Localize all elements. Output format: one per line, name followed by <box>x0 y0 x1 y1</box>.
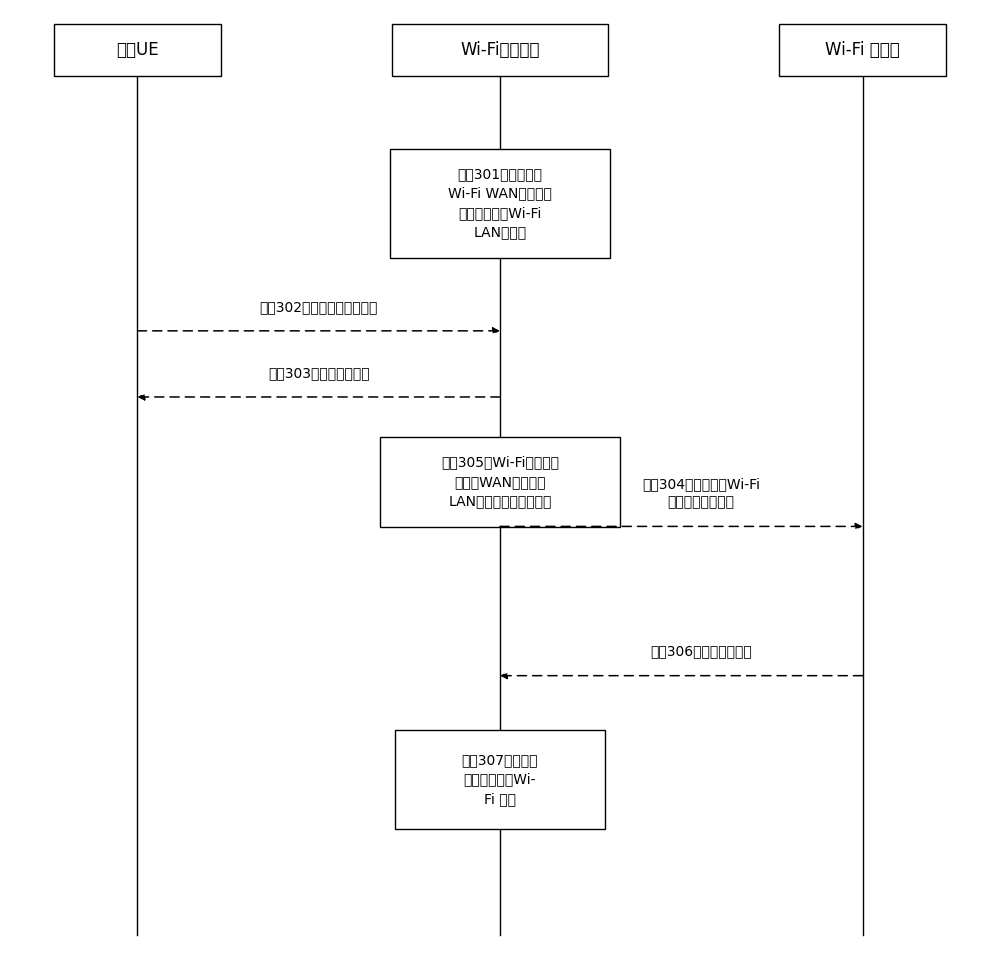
Bar <box>392 24 608 76</box>
Text: 步骤306，建立连接成功: 步骤306，建立连接成功 <box>650 645 752 658</box>
Bar <box>390 149 610 257</box>
Bar <box>380 437 620 527</box>
Text: 步骤307，记录本
次连接成功的Wi-
Fi 信道: 步骤307，记录本 次连接成功的Wi- Fi 信道 <box>462 753 538 806</box>
Bar <box>779 24 946 76</box>
Text: Wi-Fi 接入点: Wi-Fi 接入点 <box>825 40 900 59</box>
Text: 步骤305，Wi-Fi连接装置
检测其WAN侧信道与
LAN侧信道处于同一信道: 步骤305，Wi-Fi连接装置 检测其WAN侧信道与 LAN侧信道处于同一信道 <box>441 456 559 508</box>
Text: 步骤302，发起建立连接请求: 步骤302，发起建立连接请求 <box>260 300 378 314</box>
Text: 用户UE: 用户UE <box>116 40 159 59</box>
Bar <box>54 24 221 76</box>
Text: 步骤304，查找可用Wi-Fi
接入点并发起连接: 步骤304，查找可用Wi-Fi 接入点并发起连接 <box>642 477 760 509</box>
Bar <box>395 730 605 829</box>
Text: Wi-Fi连接装置: Wi-Fi连接装置 <box>460 40 540 59</box>
Text: 步骤303，建立连接成功: 步骤303，建立连接成功 <box>268 366 370 380</box>
Text: 步骤301，根据前次
Wi-Fi WAN侧信道的
信息配置当前Wi-Fi
LAN侧信道: 步骤301，根据前次 Wi-Fi WAN侧信道的 信息配置当前Wi-Fi LAN… <box>448 167 552 240</box>
